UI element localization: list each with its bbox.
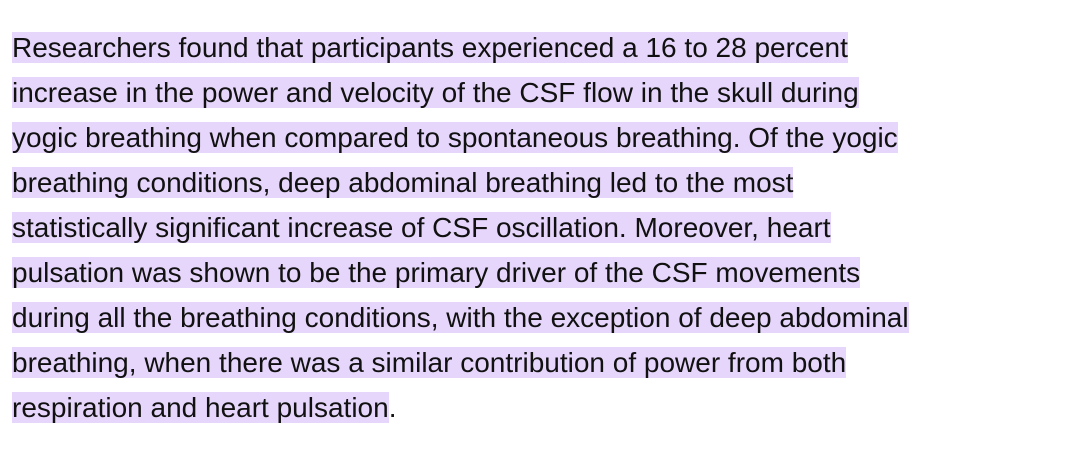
text-line: breathing conditions, deep abdominal bre… (12, 160, 1068, 205)
highlighted-text: breathing conditions, deep abdominal bre… (12, 167, 794, 198)
highlighted-text: Researchers found that participants expe… (12, 32, 848, 63)
text-line: respiration and heart pulsation. (12, 385, 1068, 430)
text-line: during all the breathing conditions, wit… (12, 295, 1068, 340)
text-line: yogic breathing when compared to spontan… (12, 115, 1068, 160)
text-line: increase in the power and velocity of th… (12, 70, 1068, 115)
highlighted-text: respiration and heart pulsation (12, 392, 389, 423)
highlighted-text: during all the breathing conditions, wit… (12, 302, 909, 333)
text-line: Researchers found that participants expe… (12, 25, 1068, 70)
trailing-punctuation: . (388, 392, 397, 423)
highlighted-text: yogic breathing when compared to spontan… (12, 122, 898, 153)
highlighted-text: breathing, when there was a similar cont… (12, 347, 847, 378)
highlighted-text: statistically significant increase of CS… (12, 212, 831, 243)
text-line: breathing, when there was a similar cont… (12, 340, 1068, 385)
highlighted-text: pulsation was shown to be the primary dr… (12, 257, 861, 288)
text-line: pulsation was shown to be the primary dr… (12, 250, 1068, 295)
highlighted-text: increase in the power and velocity of th… (12, 77, 859, 108)
text-line: statistically significant increase of CS… (12, 205, 1068, 250)
paragraph: Researchers found that participants expe… (12, 25, 1068, 430)
